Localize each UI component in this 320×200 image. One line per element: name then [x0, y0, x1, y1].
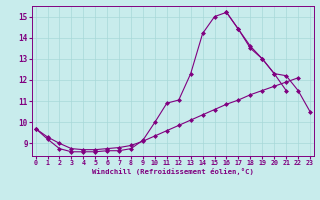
- X-axis label: Windchill (Refroidissement éolien,°C): Windchill (Refroidissement éolien,°C): [92, 168, 254, 175]
